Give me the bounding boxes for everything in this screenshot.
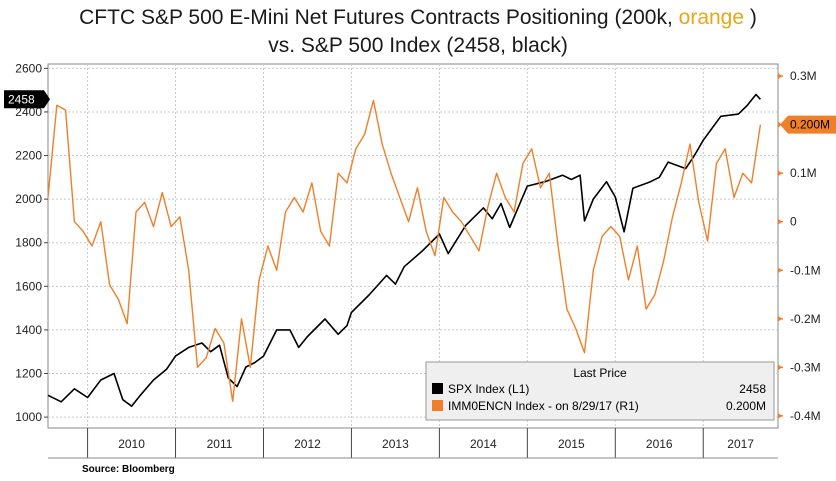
spx-series-line <box>47 93 761 408</box>
right-tick-marker <box>778 315 782 322</box>
left-tick-label: 2600 <box>15 61 42 75</box>
x-tick-label: 2017 <box>727 437 754 451</box>
right-tick-marker <box>778 170 782 177</box>
left-last-value-tag <box>4 90 50 109</box>
x-tick-label: 2013 <box>382 437 409 451</box>
source-note: Source: Bloomberg <box>82 464 175 475</box>
legend-header: Last Price <box>573 366 627 380</box>
title-orange-word: orange <box>678 6 745 29</box>
right-tick-marker <box>778 267 782 274</box>
left-tick-label: 2200 <box>15 149 42 163</box>
left-tick-label: 1800 <box>15 236 42 250</box>
left-tick-label: 1200 <box>15 367 42 381</box>
right-last-value-label: 0.200M <box>790 118 830 132</box>
left-tick-label: 2400 <box>15 105 42 119</box>
chart-title-line1: CFTC S&P 500 E-Mini Net Futures Contract… <box>0 5 836 31</box>
legend-swatch <box>432 400 443 411</box>
legend-swatch <box>432 383 443 394</box>
x-tick-label: 2015 <box>558 437 585 451</box>
legend-value: 2458 <box>739 382 766 396</box>
left-tick-label: 1600 <box>15 279 42 293</box>
right-tick-label: 0.3M <box>790 69 817 83</box>
legend-value: 0.200M <box>726 399 766 413</box>
legend-box <box>425 361 775 421</box>
right-tick-marker <box>778 73 782 80</box>
x-tick-label: 2014 <box>470 437 497 451</box>
x-tick-label: 2010 <box>118 437 145 451</box>
right-tick-marker <box>778 364 782 371</box>
legend-label: SPX Index (L1) <box>448 382 529 396</box>
right-tick-label: 0.1M <box>790 166 817 180</box>
right-tick-marker <box>778 412 782 419</box>
left-tick-label: 1400 <box>15 323 42 337</box>
right-last-value-tag <box>780 115 836 134</box>
left-tick-label: 2000 <box>15 192 42 206</box>
x-tick-label: 2012 <box>294 437 321 451</box>
right-tick-label: -0.2M <box>790 312 821 326</box>
title-prefix: CFTC S&P 500 E-Mini Net Futures Contract… <box>79 6 679 29</box>
legend-label: IMM0ENCN Index - on 8/29/17 (R1) <box>448 399 639 413</box>
right-tick-label: -0.4M <box>790 409 821 423</box>
title-suffix: ) <box>744 6 757 29</box>
right-tick-label: -0.1M <box>790 263 821 277</box>
chart-title-line2: vs. S&P 500 Index (2458, black) <box>268 34 568 57</box>
right-tick-label: 0 <box>790 215 797 229</box>
positioning-series-line <box>47 99 762 402</box>
left-tick-label: 1000 <box>15 410 42 424</box>
right-tick-label: -0.3M <box>790 360 821 374</box>
x-tick-label: 2016 <box>646 437 673 451</box>
right-tick-marker <box>778 218 782 225</box>
left-last-value-label: 2458 <box>8 92 35 106</box>
x-tick-label: 2011 <box>207 437 233 451</box>
